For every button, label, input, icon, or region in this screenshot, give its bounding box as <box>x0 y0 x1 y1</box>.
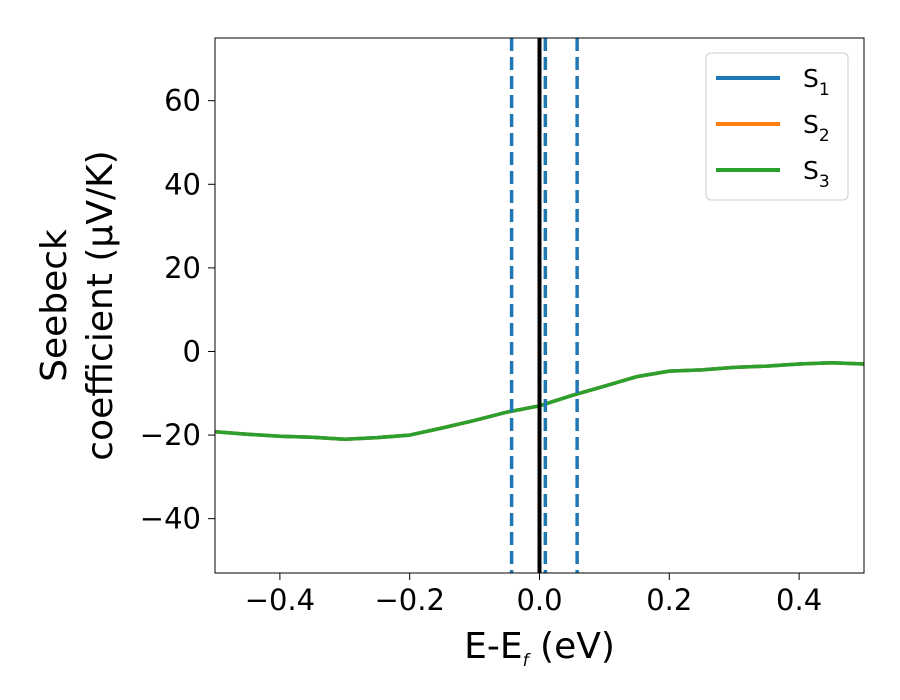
x-axis-ticks: −0.4 −0.2 0.0 0.2 0.4 <box>245 573 822 617</box>
y-axis-label-line1: Seebeck <box>34 229 75 382</box>
y-tick-label: 60 <box>164 84 201 118</box>
x-axis-label: E-Ef (eV) <box>464 626 615 671</box>
y-tick-label: 20 <box>164 251 201 285</box>
y-tick-label: −20 <box>140 418 201 452</box>
x-tick-label: −0.4 <box>245 583 315 617</box>
x-tick-label: 0.2 <box>646 583 692 617</box>
y-tick-label: 0 <box>183 334 201 368</box>
y-axis-ticks: −40 −20 0 20 40 60 <box>140 84 215 536</box>
y-tick-label: −40 <box>140 502 201 536</box>
x-tick-label: 0.4 <box>776 583 822 617</box>
legend-label: S2 <box>803 110 830 146</box>
legend-label: S3 <box>803 156 830 192</box>
legend: S1 S2 S3 <box>705 52 849 201</box>
y-axis-label: Seebeck coefficient (μV/K) <box>34 150 121 460</box>
data-layer <box>215 38 864 573</box>
y-tick-label: 40 <box>164 167 201 201</box>
x-tick-label: −0.2 <box>374 583 444 617</box>
x-tick-label: 0.0 <box>516 583 562 617</box>
legend-label: S1 <box>803 64 830 100</box>
legend-box <box>705 52 849 201</box>
y-axis-label-line2: coefficient (μV/K) <box>80 150 121 460</box>
